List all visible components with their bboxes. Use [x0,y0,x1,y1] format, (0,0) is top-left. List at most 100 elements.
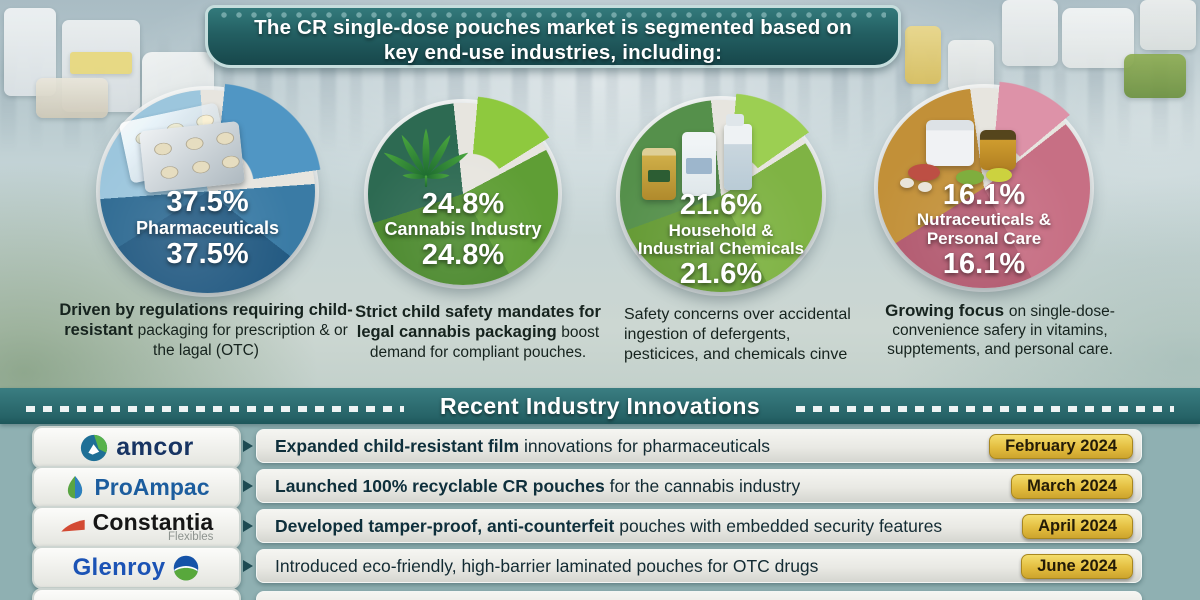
innovation-text-rest: for the cannabis industry [609,475,801,496]
row-arrow-icon [243,520,253,532]
amber-jar [642,148,676,200]
pie-labels: 24.8% Cannabis Industry 24.8% [368,188,558,272]
description-bold: Strict child safety mandates for legal c… [355,303,601,342]
innovation-text-rest: pouches with embedded security features [619,515,943,536]
segment-description-cannabis: Strict child safety mandates for legal c… [344,302,612,362]
segment-description-nutraceuticals: Growing focus on single-dose-convenience … [862,300,1138,360]
innovation-bar [256,591,1142,600]
date-badge: April 2024 [1022,513,1133,539]
description-text: boost demand for compliant pouches. [369,324,600,361]
pie-detached-slice [375,96,565,278]
segment-name: Cannabis Industry [384,218,542,239]
soap-yellow [986,168,1012,182]
innovation-row-constantia: Constantia Flexibles Developed tamper-pr… [32,506,1172,549]
amcor-swirl-icon [81,434,108,461]
innovations-title: Recent Industry Innovations [439,393,761,419]
innovation-text: Introduced eco-friendly, high-barrier la… [275,556,818,577]
glenroy-globe-icon [174,555,199,581]
description-text: Safety concerns over accidental ingestio… [624,306,851,363]
innovation-bar: Launched 100% recyclable CR pouches for t… [256,469,1142,503]
innovation-text-bold: Expanded child-resistant film [275,435,520,456]
innovation-row-proampac: ProAmpac Launched 100% recyclable CR pou… [32,466,1172,509]
white-bottle [682,132,716,196]
segment-value-repeat: 16.1% [942,248,1026,281]
decorative-product-tub [1062,8,1134,68]
date-badge: June 2024 [1021,553,1133,579]
innovation-bar: Expanded child-resistant film innovations… [256,429,1142,463]
spray-bottle [724,114,752,190]
header-title: The CR single-dose pouches market is seg… [208,15,898,65]
row-arrow-icon [243,440,253,452]
segment-description-household: Safety concerns over accidental ingestio… [624,304,854,364]
header-banner: The CR single-dose pouches market is seg… [205,5,901,68]
dashed-divider-right [796,406,1174,412]
pie-labels: 37.5% Pharmaceuticals 37.5% [100,186,315,271]
segment-value: 16.1% [942,179,1026,211]
segment-name: Nutraceuticals & Personal Care [916,210,1052,248]
gold-jar [980,130,1016,170]
row-arrow-icon [243,480,253,492]
pie-chart-cannabis: 24.8% Cannabis Industry 24.8% [368,96,565,285]
decorative-product-box [36,78,108,118]
pie-labels: 21.6% Household & Industrial Chemicals 2… [620,190,822,290]
row-arrow-icon [243,560,253,572]
constantia-name: Constantia [92,508,214,535]
innovation-text-rest: innovations for pharmaceuticals [523,435,771,456]
innovation-row-glenroy: Glenroy Introduced eco-friendly, high-ba… [32,546,1172,589]
decorative-product-box [1140,0,1196,50]
constantia-flag-icon [60,519,85,532]
innovation-bar: Introduced eco-friendly, high-barrier la… [256,549,1142,583]
amcor-logo: amcor [32,426,241,469]
pie-labels: 16.1% Nutraceuticals & Personal Care 16.… [878,180,1090,280]
segment-description-pharmaceuticals: Driven by regulations requiring child-re… [58,300,354,360]
proampac-logo: ProAmpac [32,466,241,509]
pie-chart-nutraceuticals: 16.1% Nutraceuticals & Personal Care 16.… [878,81,1097,288]
decorative-product-bottle [905,26,941,84]
innovation-text: Expanded child-resistant film innovations… [275,436,770,457]
innovation-bar: Developed tamper-proof, anti-counterfeit… [256,509,1142,543]
pie-chart-pharmaceuticals: 37.5% Pharmaceuticals 37.5% [100,83,322,293]
proampac-leaf-icon [68,475,83,499]
innovation-row-amcor: amcor Expanded child-resistant film innov… [32,426,1172,469]
segment-value-repeat: 37.5% [166,238,249,271]
segment-value-repeat: 24.8% [421,239,505,272]
cannabis-leaf-illustration [384,125,468,209]
description-text: on single-dose-convenience safery in vit… [887,303,1115,359]
constantia-logo: Constantia Flexibles [32,506,241,549]
innovation-text: Developed tamper-proof, anti-counterfeit… [275,516,942,537]
pebble [918,182,932,192]
constantia-sub: Flexibles [168,531,214,544]
innovation-row-partial [32,588,1172,600]
dashed-divider-left [26,406,404,412]
segment-value: 21.6% [679,189,763,222]
blister-pack [139,120,245,194]
decorative-product-label [70,52,132,74]
amcor-logo-text: amcor [116,433,194,461]
innovation-text-rest: Introduced eco-friendly, high-barrier la… [275,555,819,576]
soap-green [956,170,984,185]
decorative-product-jar-green [1124,54,1186,98]
description-bold: Growing focus [885,301,1005,320]
pebble [900,178,914,188]
pie-chart-household-chemicals: 21.6% Household & Industrial Chemicals 2… [620,93,829,292]
header-line-1: The CR single-dose pouches market is seg… [254,16,852,39]
decorative-product-box [1002,0,1058,66]
header-line-2: key end-use industries, including: [383,41,723,64]
segment-value-repeat: 21.6% [679,258,763,291]
segment-value: 37.5% [166,186,249,219]
soap-red [908,164,940,181]
description-text: packaging for prescription & or the laga… [137,322,348,359]
constantia-logo-text: Constantia Flexibles [92,508,214,544]
glenroy-logo: Glenroy [32,546,241,589]
description-bold: Driven by regulations requiring child-re… [59,301,353,340]
segment-name: Household & Industrial Chemicals [637,220,805,259]
date-badge: February 2024 [989,433,1133,459]
innovation-text-bold: Developed tamper-proof, anti-counterfeit [275,515,615,536]
pie-detached-slice [885,81,1097,281]
cannabis-leaf-icon [384,128,468,188]
nutraceutical-jars-illustration [900,118,1030,198]
glenroy-logo-text: Glenroy [72,553,166,581]
date-badge: March 2024 [1011,473,1133,499]
segment-name: Pharmaceuticals [135,217,280,238]
chemical-bottles-illustration [642,114,762,212]
